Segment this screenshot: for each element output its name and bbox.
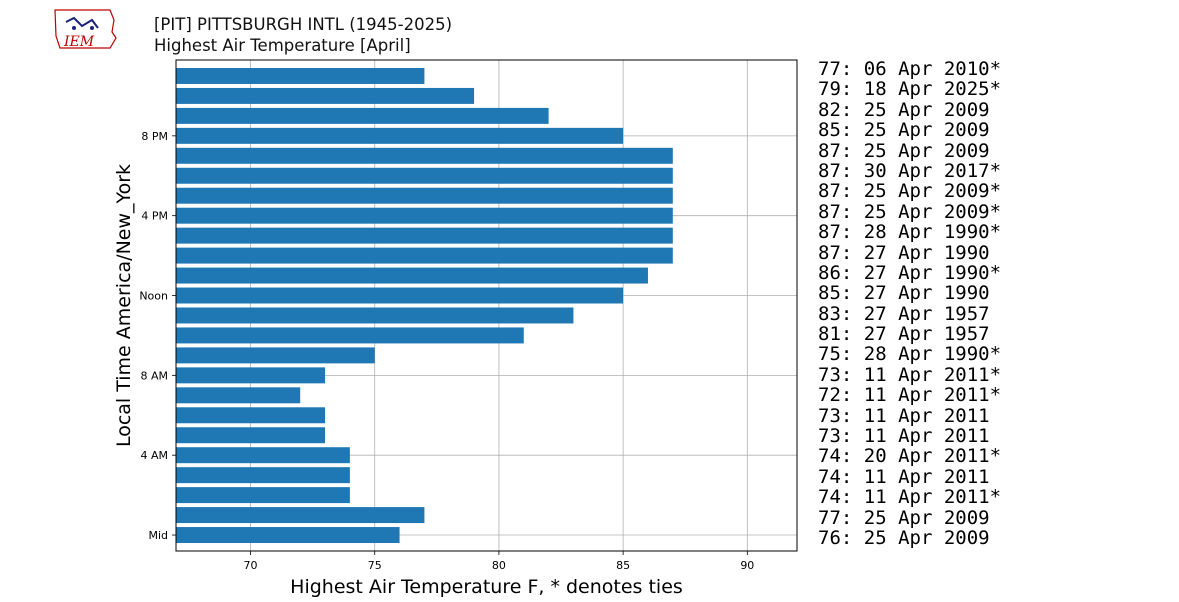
annotation-row: 77: 25 Apr 2009 bbox=[818, 506, 990, 529]
annotation-row: 87: 25 Apr 2009* bbox=[818, 180, 1002, 203]
annotation-row: 83: 27 Apr 1957 bbox=[818, 302, 990, 325]
bar-hour-17 bbox=[176, 187, 673, 204]
bar-hour-10 bbox=[176, 327, 524, 344]
annotation-row: 86: 27 Apr 1990* bbox=[818, 261, 1002, 284]
bar-hour-5 bbox=[176, 427, 326, 444]
annotation-row: 85: 27 Apr 1990 bbox=[818, 282, 990, 305]
annotation-row: 73: 11 Apr 2011 bbox=[818, 425, 990, 448]
annotation-row: 73: 11 Apr 2011* bbox=[818, 363, 1002, 386]
annotation-row: 74: 11 Apr 2011* bbox=[818, 486, 1002, 509]
iem-logo: IEM bbox=[54, 9, 117, 50]
annotation-row: 72: 11 Apr 2011* bbox=[818, 384, 1002, 407]
annotation-row: 77: 06 Apr 2010* bbox=[818, 58, 1002, 80]
annotation-row: 81: 27 Apr 1957 bbox=[818, 323, 990, 346]
bar-hour-18 bbox=[176, 167, 673, 184]
bar-hour-4 bbox=[176, 447, 350, 464]
y-tick-label: 4 AM bbox=[140, 449, 168, 462]
y-tick-label: 4 PM bbox=[141, 210, 168, 223]
record-annotations: 77: 06 Apr 2010* 79: 18 Apr 2025* 82: 25 A… bbox=[818, 58, 1002, 549]
bar-hour-23 bbox=[176, 67, 425, 84]
annotation-row: 87: 25 Apr 2009 bbox=[818, 139, 990, 162]
annotation-row: 87: 27 Apr 1990 bbox=[818, 241, 990, 264]
bar-hour-14 bbox=[176, 247, 673, 264]
annotation-row: 87: 25 Apr 2009* bbox=[818, 200, 1002, 223]
bars bbox=[176, 67, 673, 544]
bar-hour-8 bbox=[176, 367, 326, 384]
bar-hour-0 bbox=[176, 527, 400, 544]
annotation-row: 79: 18 Apr 2025* bbox=[818, 78, 1002, 101]
annotation-row: 74: 11 Apr 2011 bbox=[818, 465, 990, 488]
y-axis-ticks: Mid 4 AM 8 AM Noon 4 PM 8 PM bbox=[139, 130, 176, 542]
annotation-row: 74: 20 Apr 2011* bbox=[818, 445, 1002, 468]
annotation-row: 75: 28 Apr 1990* bbox=[818, 343, 1002, 366]
bar-hour-11 bbox=[176, 307, 574, 324]
y-tick-label: Noon bbox=[139, 290, 168, 303]
y-tick-label: 8 PM bbox=[141, 130, 168, 143]
x-tick-label: 75 bbox=[368, 559, 382, 572]
bar-hour-22 bbox=[176, 87, 475, 104]
x-tick-label: 80 bbox=[492, 559, 506, 572]
bar-hour-3 bbox=[176, 467, 350, 484]
x-tick-label: 70 bbox=[244, 559, 258, 572]
bar-hour-15 bbox=[176, 227, 673, 244]
x-axis-ticks: 70 75 80 85 90 bbox=[244, 551, 754, 572]
x-tick-label: 85 bbox=[616, 559, 630, 572]
y-axis-label: Local Time America/New_York bbox=[113, 164, 135, 447]
annotation-row: 76: 25 Apr 2009 bbox=[818, 526, 990, 549]
y-tick-label: Mid bbox=[148, 529, 168, 542]
bar-hour-2 bbox=[176, 487, 350, 504]
iowa-outline-icon bbox=[54, 9, 117, 49]
bar-hour-13 bbox=[176, 267, 648, 284]
y-tick-label: 8 AM bbox=[140, 369, 168, 382]
annotation-row: 85: 25 Apr 2009 bbox=[818, 119, 990, 142]
tower-icon bbox=[65, 16, 99, 29]
bar-hour-7 bbox=[176, 387, 301, 404]
bar-hour-9 bbox=[176, 347, 375, 364]
bar-hour-19 bbox=[176, 147, 673, 164]
annotation-row: 73: 11 Apr 2011 bbox=[818, 404, 990, 427]
annotation-row: 87: 30 Apr 2017* bbox=[818, 159, 1002, 182]
x-axis-label: Highest Air Temperature F, * denotes tie… bbox=[290, 576, 683, 598]
chart-title: [PIT] PITTSBURGH INTL (1945-2025) bbox=[154, 15, 453, 34]
x-tick-label: 90 bbox=[740, 559, 754, 572]
logo-text: IEM bbox=[63, 34, 95, 50]
bar-hour-6 bbox=[176, 407, 326, 424]
bar-hour-1 bbox=[176, 507, 425, 524]
plot-frame bbox=[175, 59, 798, 552]
annotation-row: 87: 28 Apr 1990* bbox=[818, 221, 1002, 244]
bar-hour-20 bbox=[176, 127, 624, 144]
annotation-row: 82: 25 Apr 2009 bbox=[818, 98, 990, 121]
bar-hour-16 bbox=[176, 207, 673, 224]
bar-hour-21 bbox=[176, 107, 549, 124]
bar-hour-12 bbox=[176, 287, 624, 304]
chart-subtitle: Highest Air Temperature [April] bbox=[154, 36, 411, 55]
